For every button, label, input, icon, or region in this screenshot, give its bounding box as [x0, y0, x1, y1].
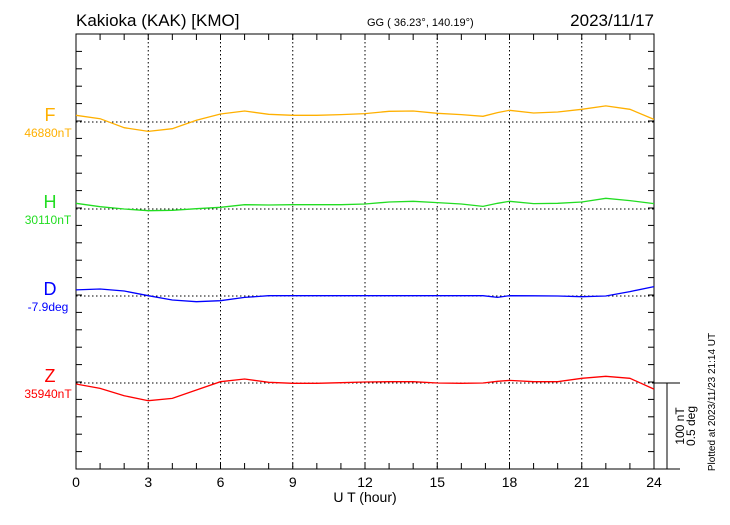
- series-baseline-z: 35940nT: [24, 387, 72, 401]
- series-name-z: Z: [45, 366, 56, 386]
- x-tick-label: 18: [502, 474, 518, 490]
- series-name-h: H: [44, 192, 57, 212]
- x-tick-label: 15: [429, 474, 445, 490]
- x-tick-label: 24: [646, 474, 662, 490]
- station-coords: GG ( 36.23°, 140.19°): [367, 17, 474, 29]
- series-line-h: [75, 197, 655, 212]
- x-tick-label: 9: [289, 474, 297, 490]
- x-tick-label: 3: [144, 474, 152, 490]
- x-axis-label: U T (hour): [333, 489, 396, 505]
- series-baseline-f: 46880nT: [24, 126, 72, 140]
- series-name-d: D: [44, 279, 57, 299]
- axes: 0 3 6 9 12 15 18 21 24: [72, 33, 662, 490]
- scale-bar: 100 nT 0.5 deg: [654, 382, 698, 470]
- x-tick-label: 21: [574, 474, 590, 490]
- scale-deg-label: 0.5 deg: [684, 406, 698, 446]
- x-tick-label: 6: [217, 474, 225, 490]
- series-name-f: F: [45, 105, 56, 125]
- plotted-at: Plotted at 2023/11/23 21:14 UT: [707, 333, 718, 471]
- station-title: Kakioka (KAK) [KMO]: [76, 11, 239, 30]
- series-line-d: [75, 285, 655, 303]
- series-baseline-h: 30110nT: [25, 213, 72, 227]
- series-group: [75, 105, 655, 402]
- x-tick-label: 12: [357, 474, 373, 490]
- series-line-z: [75, 375, 655, 402]
- x-tick-label: 0: [72, 474, 80, 490]
- scale-nt-label: 100 nT: [673, 407, 687, 445]
- plot-date: 2023/11/17: [570, 11, 654, 30]
- grid: [76, 34, 654, 469]
- series-line-f: [75, 105, 655, 133]
- series-baseline-d: -7.9deg: [28, 300, 69, 314]
